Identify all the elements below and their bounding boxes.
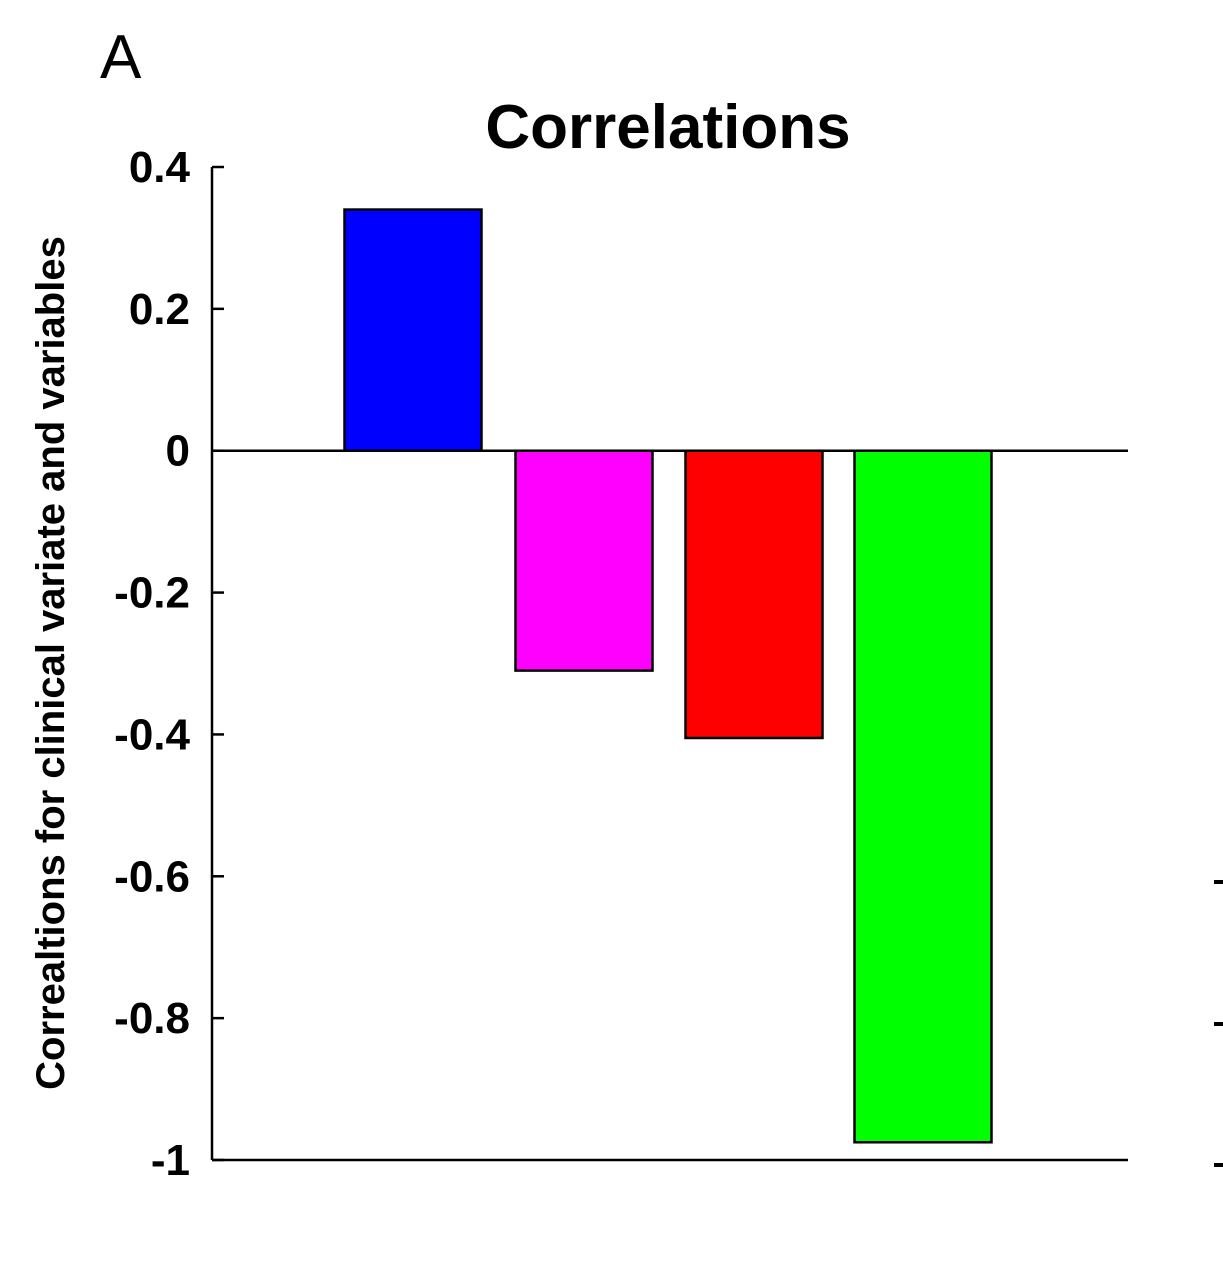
y-tick-label: 0.2: [129, 285, 190, 334]
bar-4: [853, 449, 993, 1144]
y-tick-label: -0.2: [114, 569, 190, 618]
bar-3: [684, 449, 824, 740]
bar-2: [514, 449, 654, 672]
bars: [212, 208, 1128, 1144]
y-axis-ticks: 0.4 0.2 0 -0.2 -0.4 -0.6 -0.8 -1: [114, 143, 224, 1185]
y-tick-label: 0: [166, 427, 190, 476]
plot-area: [210, 167, 1128, 1162]
bar-1: [343, 208, 483, 452]
y-tick-label: -1: [151, 1136, 190, 1185]
y-tick-label: -0.6: [114, 852, 190, 901]
adjacent-panel-fragment: [1214, 880, 1223, 1167]
panel-label: A: [100, 23, 142, 92]
y-tick-label: -0.4: [114, 710, 190, 759]
y-tick-label: -0.8: [114, 994, 190, 1043]
chart-title: Correlations: [485, 93, 850, 162]
y-tick-label: 0.4: [129, 143, 191, 192]
y-axis-label: Correaltions for clinical variate and va…: [29, 236, 73, 1090]
